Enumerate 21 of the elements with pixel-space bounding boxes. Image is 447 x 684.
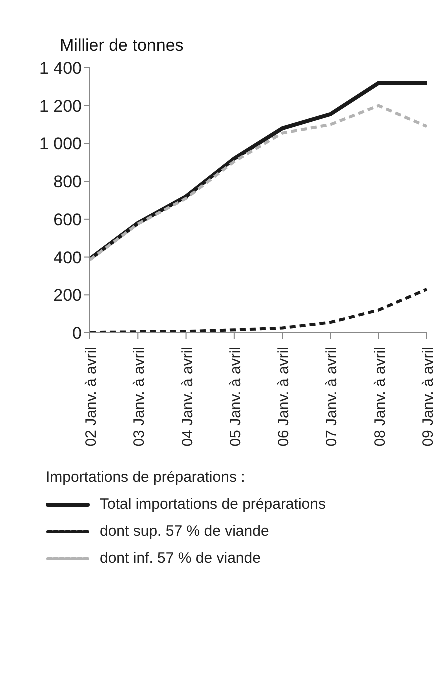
legend-label: dont sup. 57 % de viande [100,523,270,540]
y-tick-label: 400 [54,248,82,268]
x-tick-label: 04 Janv. à avril [179,347,196,447]
y-tick-label: 1 000 [39,134,82,154]
legend-label: dont inf. 57 % de viande [100,550,261,567]
y-tick-label: 0 [72,324,82,344]
y-tick-label: 800 [54,172,82,192]
x-tick-label: 07 Janv. à avril [324,347,341,447]
x-tick-label: 08 Janv. à avril [372,347,389,447]
x-tick-label: 05 Janv. à avril [227,347,244,447]
y-axis-title: Millier de tonnes [60,36,185,57]
legend-label: Total importations de préparations [100,496,326,513]
x-tick-label: 03 Janv. à avril [131,347,148,447]
y-tick-label: 600 [54,210,82,230]
legend-title: Importations de préparations : [46,469,246,486]
y-tick-label: 1 200 [39,96,82,116]
y-tick-label: 200 [54,286,82,306]
x-tick-label: 09 Janv. à avril [420,347,437,447]
x-tick-label: 02 Janv. à avril [83,347,100,447]
x-tick-label: 06 Janv. à avril [276,347,293,447]
y-tick-label: 1 400 [39,59,82,78]
